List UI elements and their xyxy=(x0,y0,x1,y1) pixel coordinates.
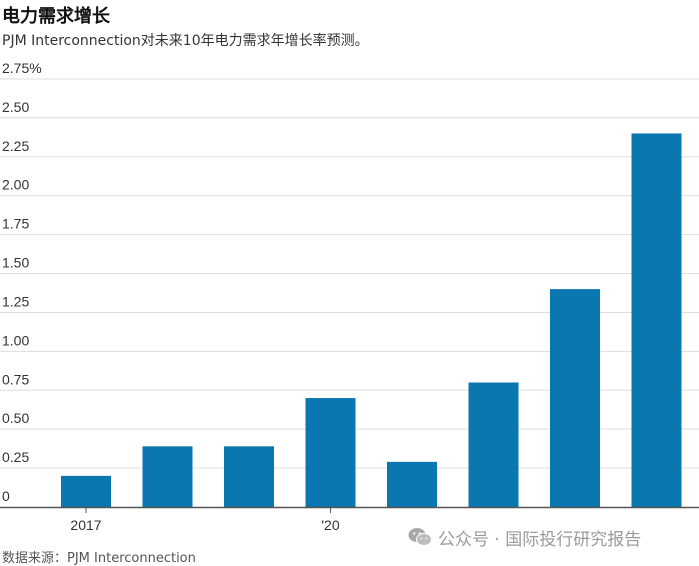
bar xyxy=(468,382,519,507)
bars xyxy=(61,133,682,508)
x-axis xyxy=(0,506,699,513)
bar xyxy=(305,398,356,507)
bar xyxy=(631,133,682,508)
x-axis-labels: 2017 '20 xyxy=(70,517,339,533)
watermark-text: 公众号 · 国际投行研究报告 xyxy=(438,529,642,550)
y-tick-label: 0.25 xyxy=(2,449,29,465)
y-tick-label: 0 xyxy=(2,488,10,504)
y-tick-label: 1.25 xyxy=(2,293,29,309)
source-note: 数据来源：PJM Interconnection xyxy=(2,551,196,566)
y-axis-labels: 0 0.25 0.50 0.75 1.00 1.25 1.50 1.75 2.00 2.25 2.5… xyxy=(2,60,42,504)
bar xyxy=(142,446,193,507)
y-tick-label: 2.50 xyxy=(2,99,29,115)
bar xyxy=(224,446,274,507)
y-tick-label: 1.00 xyxy=(2,332,29,348)
x-tick-label: 2017 xyxy=(70,517,101,533)
chart-subtitle: PJM Interconnection对未来10年电力需求年增长率预测。 xyxy=(2,33,369,49)
y-tick-label: 0.50 xyxy=(2,410,29,426)
y-tick-label: 2.00 xyxy=(2,177,29,193)
bar xyxy=(550,289,600,507)
chart-title: 电力需求增长 xyxy=(2,6,110,27)
y-tick-label: 1.50 xyxy=(2,255,29,271)
wechat-icon xyxy=(408,528,432,546)
bar xyxy=(387,461,437,507)
watermark: 公众号 · 国际投行研究报告 xyxy=(408,525,642,550)
x-tick-label: '20 xyxy=(321,517,339,533)
y-tick-label: 2.75% xyxy=(2,60,42,76)
y-tick-label: 0.75 xyxy=(2,371,29,387)
y-tick-label: 1.75 xyxy=(2,216,29,232)
bar xyxy=(61,475,111,507)
y-tick-label: 2.25 xyxy=(2,138,29,154)
